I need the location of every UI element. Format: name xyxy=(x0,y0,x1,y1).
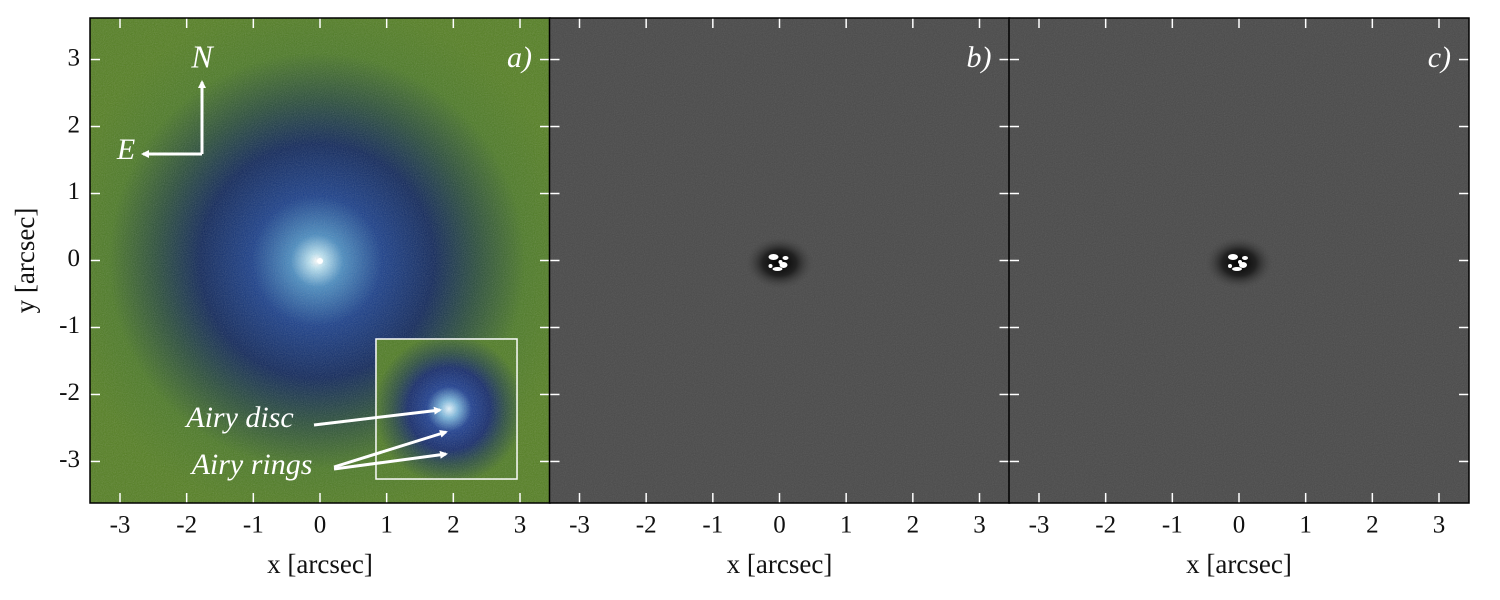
panels: -3 -2 -1 0 1 2 3 -3 -2 -1 0 1 2 3 a) x [arcsec] y [arcse… xyxy=(10,17,1470,579)
disc-arrow xyxy=(313,406,442,427)
residual-speckle xyxy=(1228,264,1232,268)
panel-label: a) xyxy=(507,41,532,74)
x-tick-label: -2 xyxy=(176,512,197,539)
ring-arrow xyxy=(333,450,448,471)
residual-speckle xyxy=(778,260,783,264)
residual-speckle xyxy=(768,254,779,260)
x-tick-label: 2 xyxy=(447,512,460,539)
x-tick-label: -2 xyxy=(636,512,657,539)
residual-speckle xyxy=(768,264,773,268)
y-tick-label: -1 xyxy=(59,312,80,339)
x-tick-label: 0 xyxy=(1233,512,1246,539)
x-tick-label: -3 xyxy=(569,512,590,539)
x-tick-label: 0 xyxy=(314,512,327,539)
x-axis-label: x [arcsec] xyxy=(267,549,373,579)
x-tick-label: 1 xyxy=(1299,512,1312,539)
x-tick-label: 3 xyxy=(514,512,527,539)
ring-arrow xyxy=(333,429,448,469)
x-tick-label: -3 xyxy=(110,512,131,539)
residual-speckle xyxy=(1232,267,1242,271)
x-tick-label: -2 xyxy=(1095,512,1116,539)
core xyxy=(317,258,323,264)
panel-label: c) xyxy=(1428,41,1451,74)
y-tick-label: -2 xyxy=(59,379,80,406)
y-tick-label: 0 xyxy=(68,245,81,272)
x-tick-label: -1 xyxy=(702,512,723,539)
annotation: N xyxy=(190,38,214,74)
annotation: Airy rings xyxy=(190,448,313,481)
panel-label: b) xyxy=(967,41,992,74)
x-tick-label: -1 xyxy=(1162,512,1183,539)
annotation: Airy disc xyxy=(184,401,293,434)
x-axis-label: x [arcsec] xyxy=(727,549,833,579)
frame xyxy=(1008,17,1470,504)
y-axis-label: y [arcsec] xyxy=(10,208,40,314)
x-tick-label: 0 xyxy=(773,512,786,539)
residual-speckle xyxy=(772,267,783,271)
inset-noise xyxy=(376,339,517,479)
residual-speckle xyxy=(1242,256,1248,260)
y-tick-label: -3 xyxy=(59,446,80,473)
x-tick-label: 2 xyxy=(1366,512,1379,539)
y-tick-label: 3 xyxy=(68,44,81,71)
x-tick-label: -1 xyxy=(243,512,264,539)
x-tick-label: -3 xyxy=(1029,512,1050,539)
x-tick-label: 3 xyxy=(1433,512,1446,539)
annotation: E xyxy=(116,133,135,166)
y-tick-label: 1 xyxy=(68,178,81,205)
residual-speckle xyxy=(1238,260,1242,264)
residual-speckle xyxy=(782,256,789,260)
x-axis-label: x [arcsec] xyxy=(1186,549,1292,579)
x-tick-label: 2 xyxy=(907,512,920,539)
x-tick-label: 3 xyxy=(973,512,986,539)
x-tick-label: 1 xyxy=(380,512,393,539)
residual-speckle xyxy=(1228,254,1238,260)
y-tick-label: 2 xyxy=(68,111,81,138)
x-tick-label: 1 xyxy=(840,512,853,539)
